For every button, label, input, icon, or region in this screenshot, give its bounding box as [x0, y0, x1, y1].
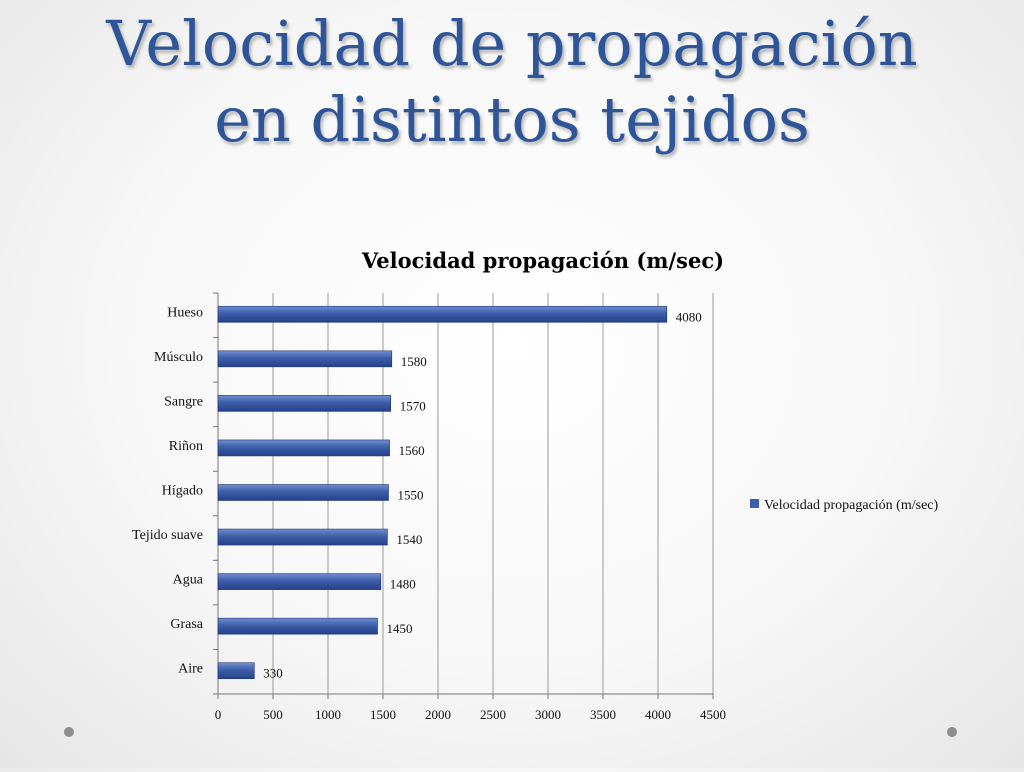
- category-label: Hueso: [167, 305, 203, 320]
- bar: [217, 617, 378, 635]
- x-tick-label: 4500: [700, 707, 726, 722]
- bar: [217, 573, 382, 590]
- legend-label: Velocidad propagación (m/sec): [764, 498, 938, 513]
- data-label: 1540: [396, 532, 422, 547]
- x-tick-label: 1000: [315, 707, 341, 722]
- data-label: 1570: [400, 398, 426, 413]
- bar: [217, 439, 390, 457]
- data-label: 1550: [398, 488, 424, 503]
- bars: [217, 305, 668, 680]
- legend-swatch: [750, 499, 759, 508]
- data-label: 1580: [401, 354, 427, 369]
- x-tick-label: 2500: [480, 707, 506, 722]
- x-tick-label: 3000: [535, 707, 561, 722]
- x-tick-label: 0: [215, 707, 222, 722]
- x-tick-label: 4000: [645, 707, 671, 722]
- bar: [217, 305, 668, 323]
- corner-dot-right: [947, 727, 957, 737]
- category-label: Agua: [173, 573, 204, 588]
- category-label: Tejido suave: [132, 528, 203, 543]
- chart-title: Velocidad propagación (m/sec): [361, 248, 724, 273]
- x-tick-label: 3500: [590, 707, 616, 722]
- legend: Velocidad propagación (m/sec): [750, 498, 938, 513]
- category-label: Aire: [178, 662, 203, 677]
- corner-dot-left: [64, 727, 74, 737]
- bar: [217, 350, 393, 368]
- category-label: Músculo: [154, 350, 203, 365]
- bar: [217, 484, 389, 501]
- x-tick-label: 500: [263, 707, 283, 722]
- data-label: 4080: [676, 309, 702, 324]
- data-label: 1450: [387, 621, 413, 636]
- category-label: Sangre: [164, 394, 203, 409]
- category-label: Hígado: [162, 484, 203, 499]
- x-tick-label: 1500: [370, 707, 396, 722]
- bar: [217, 662, 255, 680]
- labels: 0 500 1000 1500 2000 2500 3000 3500 4000 4500 Hues…: [132, 305, 726, 722]
- x-tick-label: 2000: [425, 707, 451, 722]
- data-label: 1480: [390, 577, 416, 592]
- category-label: Grasa: [170, 617, 203, 632]
- slide-title: Velocidad de propagación en distintos te…: [0, 6, 1024, 158]
- slide-title-line-2: en distintos tejidos: [214, 83, 810, 156]
- bar: [217, 528, 388, 546]
- data-label: 330: [263, 666, 283, 681]
- data-label: 1560: [399, 443, 425, 458]
- slide-title-line-1: Velocidad de propagación: [106, 7, 918, 80]
- bar: [217, 395, 391, 412]
- category-label: Riñon: [169, 439, 203, 454]
